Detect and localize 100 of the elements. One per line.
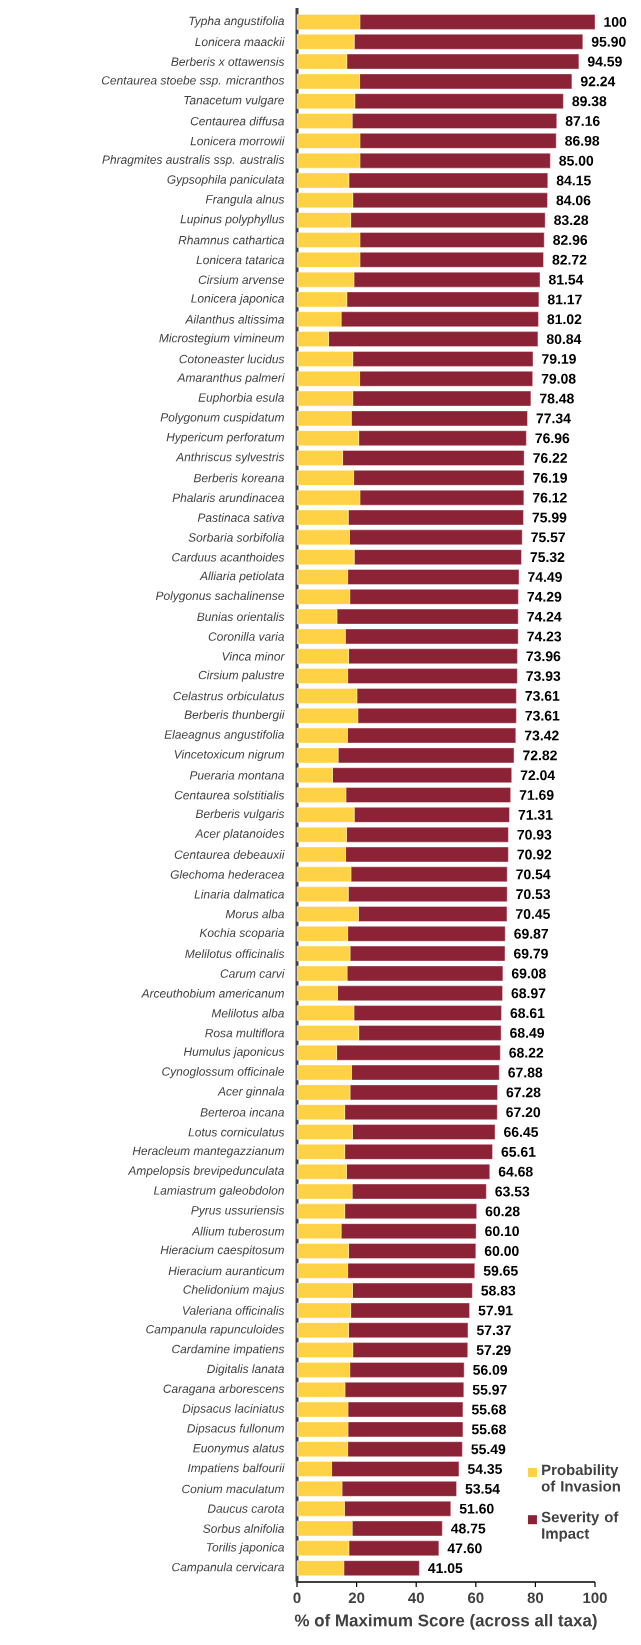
y-tick-label: Berberis vulgaris bbox=[195, 809, 285, 821]
total-label: 69.87 bbox=[514, 928, 549, 939]
x-tick-label: 0 bbox=[293, 1592, 301, 1604]
y-tick-label: Bunias orientalis bbox=[197, 612, 285, 621]
y-tick-label: Rosa multiflora bbox=[205, 1028, 285, 1038]
total-label: 57.29 bbox=[476, 1345, 511, 1356]
total-label: 84.15 bbox=[556, 175, 591, 186]
total-label: 86.98 bbox=[565, 135, 600, 146]
total-label: 70.45 bbox=[516, 909, 550, 919]
y-tick-label: Hieracium caespitosum bbox=[160, 1245, 284, 1257]
total-label: 73.61 bbox=[525, 690, 560, 701]
total-label: 60.28 bbox=[485, 1206, 520, 1217]
y-tick-label: Digitalis lanata bbox=[207, 1364, 285, 1376]
total-label: 74.23 bbox=[527, 631, 562, 642]
legend-label: Severity of Impact bbox=[541, 1511, 619, 1542]
y-tick-label: Celastrus orbiculatus bbox=[173, 691, 285, 701]
y-tick-label: Amaranthus palmeri bbox=[176, 373, 285, 385]
total-label: 68.22 bbox=[509, 1047, 544, 1058]
y-tick-label: Cynoglossum officinale bbox=[162, 1066, 284, 1079]
y-tick-label: Centaurea debeauxii bbox=[174, 850, 285, 859]
total-label: 82.96 bbox=[553, 235, 588, 245]
y-tick-label: Morus alba bbox=[225, 909, 285, 919]
total-label: 76.22 bbox=[533, 453, 567, 463]
total-label: 64.68 bbox=[498, 1166, 533, 1177]
total-label: 79.19 bbox=[542, 353, 576, 364]
y-tick-label: Lonicera japonica bbox=[191, 293, 285, 306]
total-label: 51.60 bbox=[459, 1503, 494, 1514]
total-label: 74.24 bbox=[527, 611, 562, 622]
y-tick-label: Cirsium arvense bbox=[198, 275, 285, 285]
y-tick-label: Berberis x ottawensis bbox=[171, 57, 285, 66]
y-tick-label: Polygonum cuspidatum bbox=[160, 412, 284, 424]
total-label: 81.54 bbox=[548, 274, 584, 285]
total-label: 65.61 bbox=[501, 1146, 536, 1157]
total-label: 77.34 bbox=[536, 413, 571, 424]
y-tick-label: Elaeagnus angustifolia bbox=[164, 730, 285, 742]
total-label: 75.57 bbox=[531, 532, 565, 543]
total-label: 55.49 bbox=[471, 1444, 506, 1455]
y-tick-label: Euonymus alatus bbox=[193, 1443, 285, 1455]
total-label: 69.79 bbox=[514, 948, 548, 959]
x-tick-label: 100 bbox=[583, 1592, 607, 1604]
total-label: 76.12 bbox=[532, 492, 567, 503]
total-label: 55.68 bbox=[471, 1404, 506, 1415]
y-tick-label: Humulus japonicus bbox=[183, 1047, 285, 1059]
total-label: 73.42 bbox=[524, 730, 559, 741]
y-tick-label: Glechoma hederacea bbox=[170, 869, 285, 879]
y-tick-label: Polygonus sachalinense bbox=[155, 591, 284, 603]
y-tick-label: Alliaria petiolata bbox=[199, 571, 285, 583]
total-label: 56.09 bbox=[473, 1364, 508, 1375]
y-tick-label: Tanacetum vulgare bbox=[184, 95, 285, 107]
total-label: 85.00 bbox=[559, 155, 594, 166]
total-label: 79.08 bbox=[541, 373, 576, 384]
total-label: 71.31 bbox=[518, 809, 553, 820]
total-label: 67.88 bbox=[508, 1067, 543, 1078]
x-tick-label: 80 bbox=[527, 1592, 544, 1604]
total-label: 92.24 bbox=[580, 76, 616, 87]
x-tick-label: 60 bbox=[468, 1592, 484, 1604]
y-tick-label: Lonicera tatarica bbox=[196, 255, 285, 265]
y-tick-label: Melilotus officinalis bbox=[185, 949, 285, 958]
total-label: 76.96 bbox=[535, 433, 570, 444]
y-tick-label: Phalaris arundinacea bbox=[172, 493, 285, 503]
y-tick-label: Chelidonium majus bbox=[183, 1285, 285, 1297]
legend-label: Probability of Invasion bbox=[541, 1464, 620, 1492]
total-label: 70.93 bbox=[517, 829, 552, 840]
total-label: 53.54 bbox=[465, 1483, 500, 1494]
y-tick-label: Conium maculatum bbox=[182, 1484, 284, 1494]
total-label: 74.29 bbox=[527, 591, 562, 602]
y-tick-label: Gypsophila paniculata bbox=[167, 174, 285, 187]
y-tick-label: Sorbaria sorbifolia bbox=[188, 532, 285, 542]
y-tick-label: Torilis japonica bbox=[206, 1542, 285, 1554]
y-tick-label: Cotoneaster lucidus bbox=[179, 354, 285, 364]
total-label: 54.35 bbox=[467, 1464, 502, 1474]
y-tick-label: Arceuthobium americanum bbox=[141, 988, 284, 998]
total-label: 68.61 bbox=[510, 1008, 545, 1019]
y-tick-label: Heracleum mantegazzianum bbox=[132, 1146, 284, 1158]
y-tick-label: Phragmites australis ssp. australis bbox=[102, 155, 285, 167]
y-tick-label: Dipsacus fullonum bbox=[187, 1423, 284, 1435]
total-label: 66.45 bbox=[504, 1127, 539, 1137]
total-label: 73.96 bbox=[526, 651, 561, 662]
y-tick-label: Berteroa incana bbox=[200, 1107, 285, 1117]
total-label: 100 bbox=[604, 16, 627, 27]
y-tick-label: Centaurea diffusa bbox=[190, 116, 285, 126]
y-tick-label: Centaurea solstitialis bbox=[174, 790, 285, 800]
total-label: 75.99 bbox=[532, 512, 567, 523]
total-label: 67.20 bbox=[506, 1107, 541, 1118]
total-label: 81.02 bbox=[547, 314, 582, 325]
y-tick-label: Linaria dalmatica bbox=[194, 889, 285, 899]
y-tick-label: Campanula cervicara bbox=[172, 1562, 285, 1574]
total-label: 82.72 bbox=[552, 254, 587, 265]
total-label: 70.92 bbox=[517, 849, 552, 860]
y-tick-label: Euphorbia esula bbox=[198, 393, 285, 405]
y-tick-label: Lonicera maackii bbox=[195, 37, 285, 47]
total-label: 76.19 bbox=[533, 472, 567, 483]
y-tick-label: Cardamine impatiens bbox=[172, 1344, 285, 1356]
y-tick-label: Caragana arborescens bbox=[163, 1384, 285, 1396]
total-label: 84.06 bbox=[556, 195, 591, 206]
total-label: 47.60 bbox=[447, 1543, 482, 1554]
total-label: 72.82 bbox=[523, 750, 557, 761]
y-tick-label: Sorbus alnifolia bbox=[203, 1524, 285, 1533]
total-label: 59.65 bbox=[483, 1265, 518, 1276]
x-axis-title: % of Maximum Score (across all taxa) bbox=[294, 1613, 597, 1630]
